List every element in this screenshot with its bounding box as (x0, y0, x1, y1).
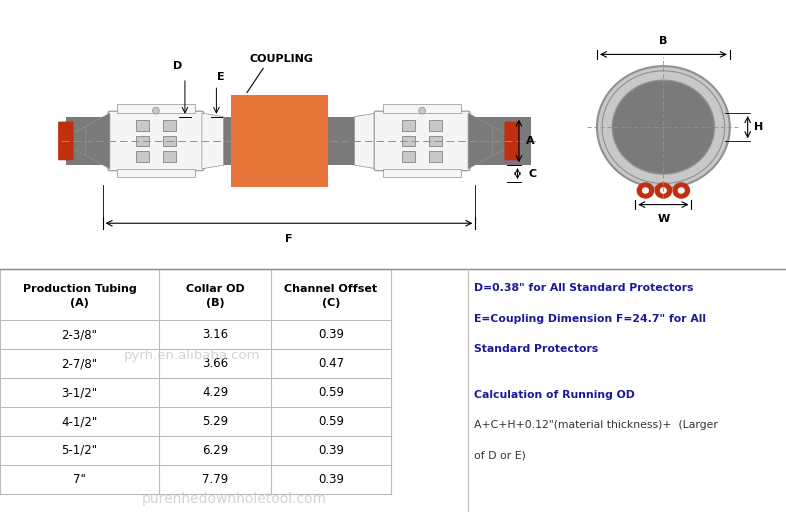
Text: purenhedownholetool.com: purenhedownholetool.com (141, 492, 326, 506)
Bar (384, 169, 461, 178)
Text: E=Coupling Dimension F=24.7" for All: E=Coupling Dimension F=24.7" for All (474, 314, 706, 324)
Text: 2-3/8": 2-3/8" (61, 328, 97, 342)
Text: F: F (285, 234, 292, 244)
Circle shape (152, 108, 160, 114)
Text: W: W (657, 214, 670, 224)
Text: 3-1/2": 3-1/2" (61, 386, 97, 399)
Text: 2-7/8": 2-7/8" (61, 357, 97, 370)
Circle shape (673, 183, 689, 198)
Bar (402, 151, 415, 162)
Text: 0.59: 0.59 (318, 386, 344, 399)
FancyBboxPatch shape (374, 111, 470, 170)
Text: 3.16: 3.16 (202, 328, 228, 342)
Circle shape (637, 183, 654, 198)
Bar (231, 95, 328, 187)
Text: 6.29: 6.29 (202, 444, 228, 457)
Circle shape (642, 187, 649, 194)
Text: A: A (526, 136, 534, 146)
FancyBboxPatch shape (505, 121, 520, 160)
Polygon shape (492, 126, 507, 156)
Text: Production Tubing: Production Tubing (23, 284, 137, 293)
Text: of D or E): of D or E) (474, 451, 526, 460)
Polygon shape (86, 113, 110, 169)
Text: (B): (B) (206, 298, 225, 308)
Text: 3.66: 3.66 (202, 357, 228, 370)
Bar (117, 169, 195, 178)
Polygon shape (72, 126, 86, 156)
Text: 0.59: 0.59 (318, 415, 344, 428)
Bar (66, 117, 531, 165)
Bar (135, 136, 149, 146)
Text: H: H (754, 122, 763, 132)
Text: Calculation of Running OD: Calculation of Running OD (474, 390, 635, 400)
Text: C: C (529, 168, 537, 179)
Text: A+C+H+0.12"(material thickness)+  (Larger: A+C+H+0.12"(material thickness)+ (Larger (474, 420, 718, 430)
Circle shape (678, 187, 685, 194)
Bar (117, 104, 195, 113)
Bar (163, 120, 176, 131)
Circle shape (656, 183, 671, 198)
Text: 0.39: 0.39 (318, 473, 344, 486)
Text: pyrh.en.alibaba.com: pyrh.en.alibaba.com (123, 349, 260, 361)
Text: B: B (659, 36, 667, 46)
Ellipse shape (597, 66, 730, 188)
FancyBboxPatch shape (108, 111, 204, 170)
Text: 7.79: 7.79 (202, 473, 228, 486)
Text: 0.47: 0.47 (318, 357, 344, 370)
Text: Channel Offset: Channel Offset (285, 284, 377, 293)
Polygon shape (468, 113, 492, 169)
Circle shape (612, 80, 714, 174)
Bar (402, 136, 415, 146)
Bar (429, 136, 443, 146)
Text: D=0.38" for All Standard Protectors: D=0.38" for All Standard Protectors (474, 283, 693, 293)
Bar (163, 136, 176, 146)
Text: COUPLING: COUPLING (250, 54, 314, 63)
Polygon shape (354, 113, 376, 169)
Bar (135, 151, 149, 162)
Text: 7": 7" (73, 473, 86, 486)
Bar (163, 151, 176, 162)
Bar (402, 120, 415, 131)
Text: 0.39: 0.39 (318, 444, 344, 457)
Text: 5-1/2": 5-1/2" (61, 444, 97, 457)
Bar (384, 104, 461, 113)
Circle shape (659, 187, 667, 194)
FancyBboxPatch shape (58, 121, 74, 160)
Text: D: D (173, 61, 182, 71)
Text: Collar OD: Collar OD (185, 284, 244, 293)
Text: 4-1/2": 4-1/2" (61, 415, 97, 428)
Text: 5.29: 5.29 (202, 415, 228, 428)
Text: Standard Protectors: Standard Protectors (474, 344, 598, 354)
Bar (429, 151, 443, 162)
Circle shape (419, 108, 425, 114)
Text: (C): (C) (321, 298, 340, 308)
Polygon shape (202, 113, 224, 169)
Bar (135, 120, 149, 131)
Text: E: E (218, 72, 225, 82)
Bar (429, 120, 443, 131)
Text: 4.29: 4.29 (202, 386, 228, 399)
Text: 0.39: 0.39 (318, 328, 344, 342)
Text: (A): (A) (70, 298, 89, 308)
